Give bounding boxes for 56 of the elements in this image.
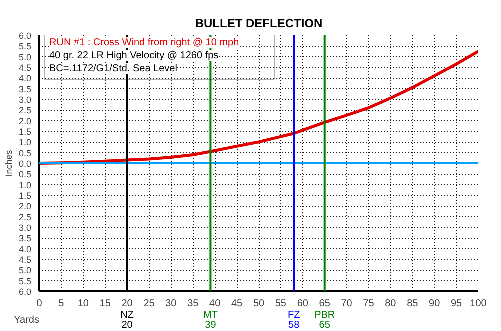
- x-tick-label: 5: [58, 298, 65, 310]
- x-tick-label: 40: [210, 298, 222, 310]
- x-tick-label: 65: [319, 298, 331, 310]
- y-tick-label: 3.5: [18, 234, 32, 244]
- y-tick-label: 3.0: [18, 223, 32, 233]
- x-tick-label: 25: [144, 298, 156, 310]
- y-tick-label: 5.0: [18, 266, 32, 276]
- x-tick-label: 30: [166, 298, 178, 310]
- y-tick-label: 2.5: [18, 212, 32, 222]
- y-tick-label: 3.0: [18, 95, 32, 105]
- y-tick-label: 5.5: [18, 276, 32, 286]
- x-tick-label: 0: [36, 298, 43, 310]
- y-tick-label: 1.5: [18, 127, 32, 137]
- chart-title: BULLET DEFLECTION: [195, 16, 323, 30]
- y-tick-label: 3.5: [18, 84, 32, 94]
- y-tick-label: 4.0: [18, 244, 32, 254]
- ref-line-label: PBR 65: [314, 310, 336, 331]
- x-tick-label: 45: [231, 298, 244, 310]
- x-tick-label: 35: [188, 298, 200, 310]
- x-tick-label: 15: [100, 298, 112, 310]
- y-tick-label: 2.0: [18, 202, 32, 212]
- y-tick-label: 2.5: [18, 106, 32, 116]
- y-axis-title: Inches: [4, 150, 14, 177]
- y-tick-label: 0.0: [18, 159, 32, 169]
- x-tick-label: 50: [253, 298, 265, 310]
- y-tick-label: 0.5: [18, 148, 32, 158]
- y-tick-label: 0.5: [18, 170, 32, 180]
- y-tick-label: 5.5: [18, 42, 32, 52]
- x-tick-label: 85: [407, 298, 419, 310]
- y-tick-label: 5.0: [18, 52, 32, 62]
- x-tick-label: 100: [470, 298, 488, 310]
- ref-line-label: FZ 58: [288, 310, 300, 331]
- annotation: BC=.1172/G1/Std. Sea Level: [50, 64, 178, 74]
- x-tick-label: 20: [122, 298, 134, 310]
- x-tick-label: 10: [78, 298, 90, 310]
- x-tick-label: 80: [385, 298, 397, 310]
- x-tick-label: 75: [363, 298, 375, 310]
- ref-line-label: MT 39: [203, 310, 218, 331]
- x-axis-title: Yards: [14, 315, 40, 326]
- y-tick-label: 6.0: [18, 287, 32, 297]
- y-tick-label: 4.5: [18, 63, 32, 73]
- y-tick-label: 1.0: [18, 180, 32, 190]
- y-tick-label: 2.0: [18, 116, 32, 126]
- y-tick-label: 4.5: [18, 255, 32, 265]
- x-tick-label: 90: [429, 298, 441, 310]
- x-tick-label: 95: [450, 298, 463, 310]
- annotation: 40 gr. 22 LR High Velocity @ 1260 fps: [50, 50, 219, 62]
- y-tick-label: 6.0: [18, 31, 32, 41]
- x-tick-label: 55: [275, 298, 287, 310]
- ref-line-label: NZ 20: [120, 310, 134, 331]
- y-tick-label: 4.0: [18, 74, 32, 84]
- y-tick-label: 1.0: [18, 138, 32, 148]
- x-tick-label: 60: [297, 298, 309, 310]
- x-tick-label: 70: [341, 298, 353, 310]
- y-tick-label: 1.5: [18, 191, 32, 201]
- annotation: RUN #1 : Cross Wind from right @ 10 mph: [50, 38, 240, 48]
